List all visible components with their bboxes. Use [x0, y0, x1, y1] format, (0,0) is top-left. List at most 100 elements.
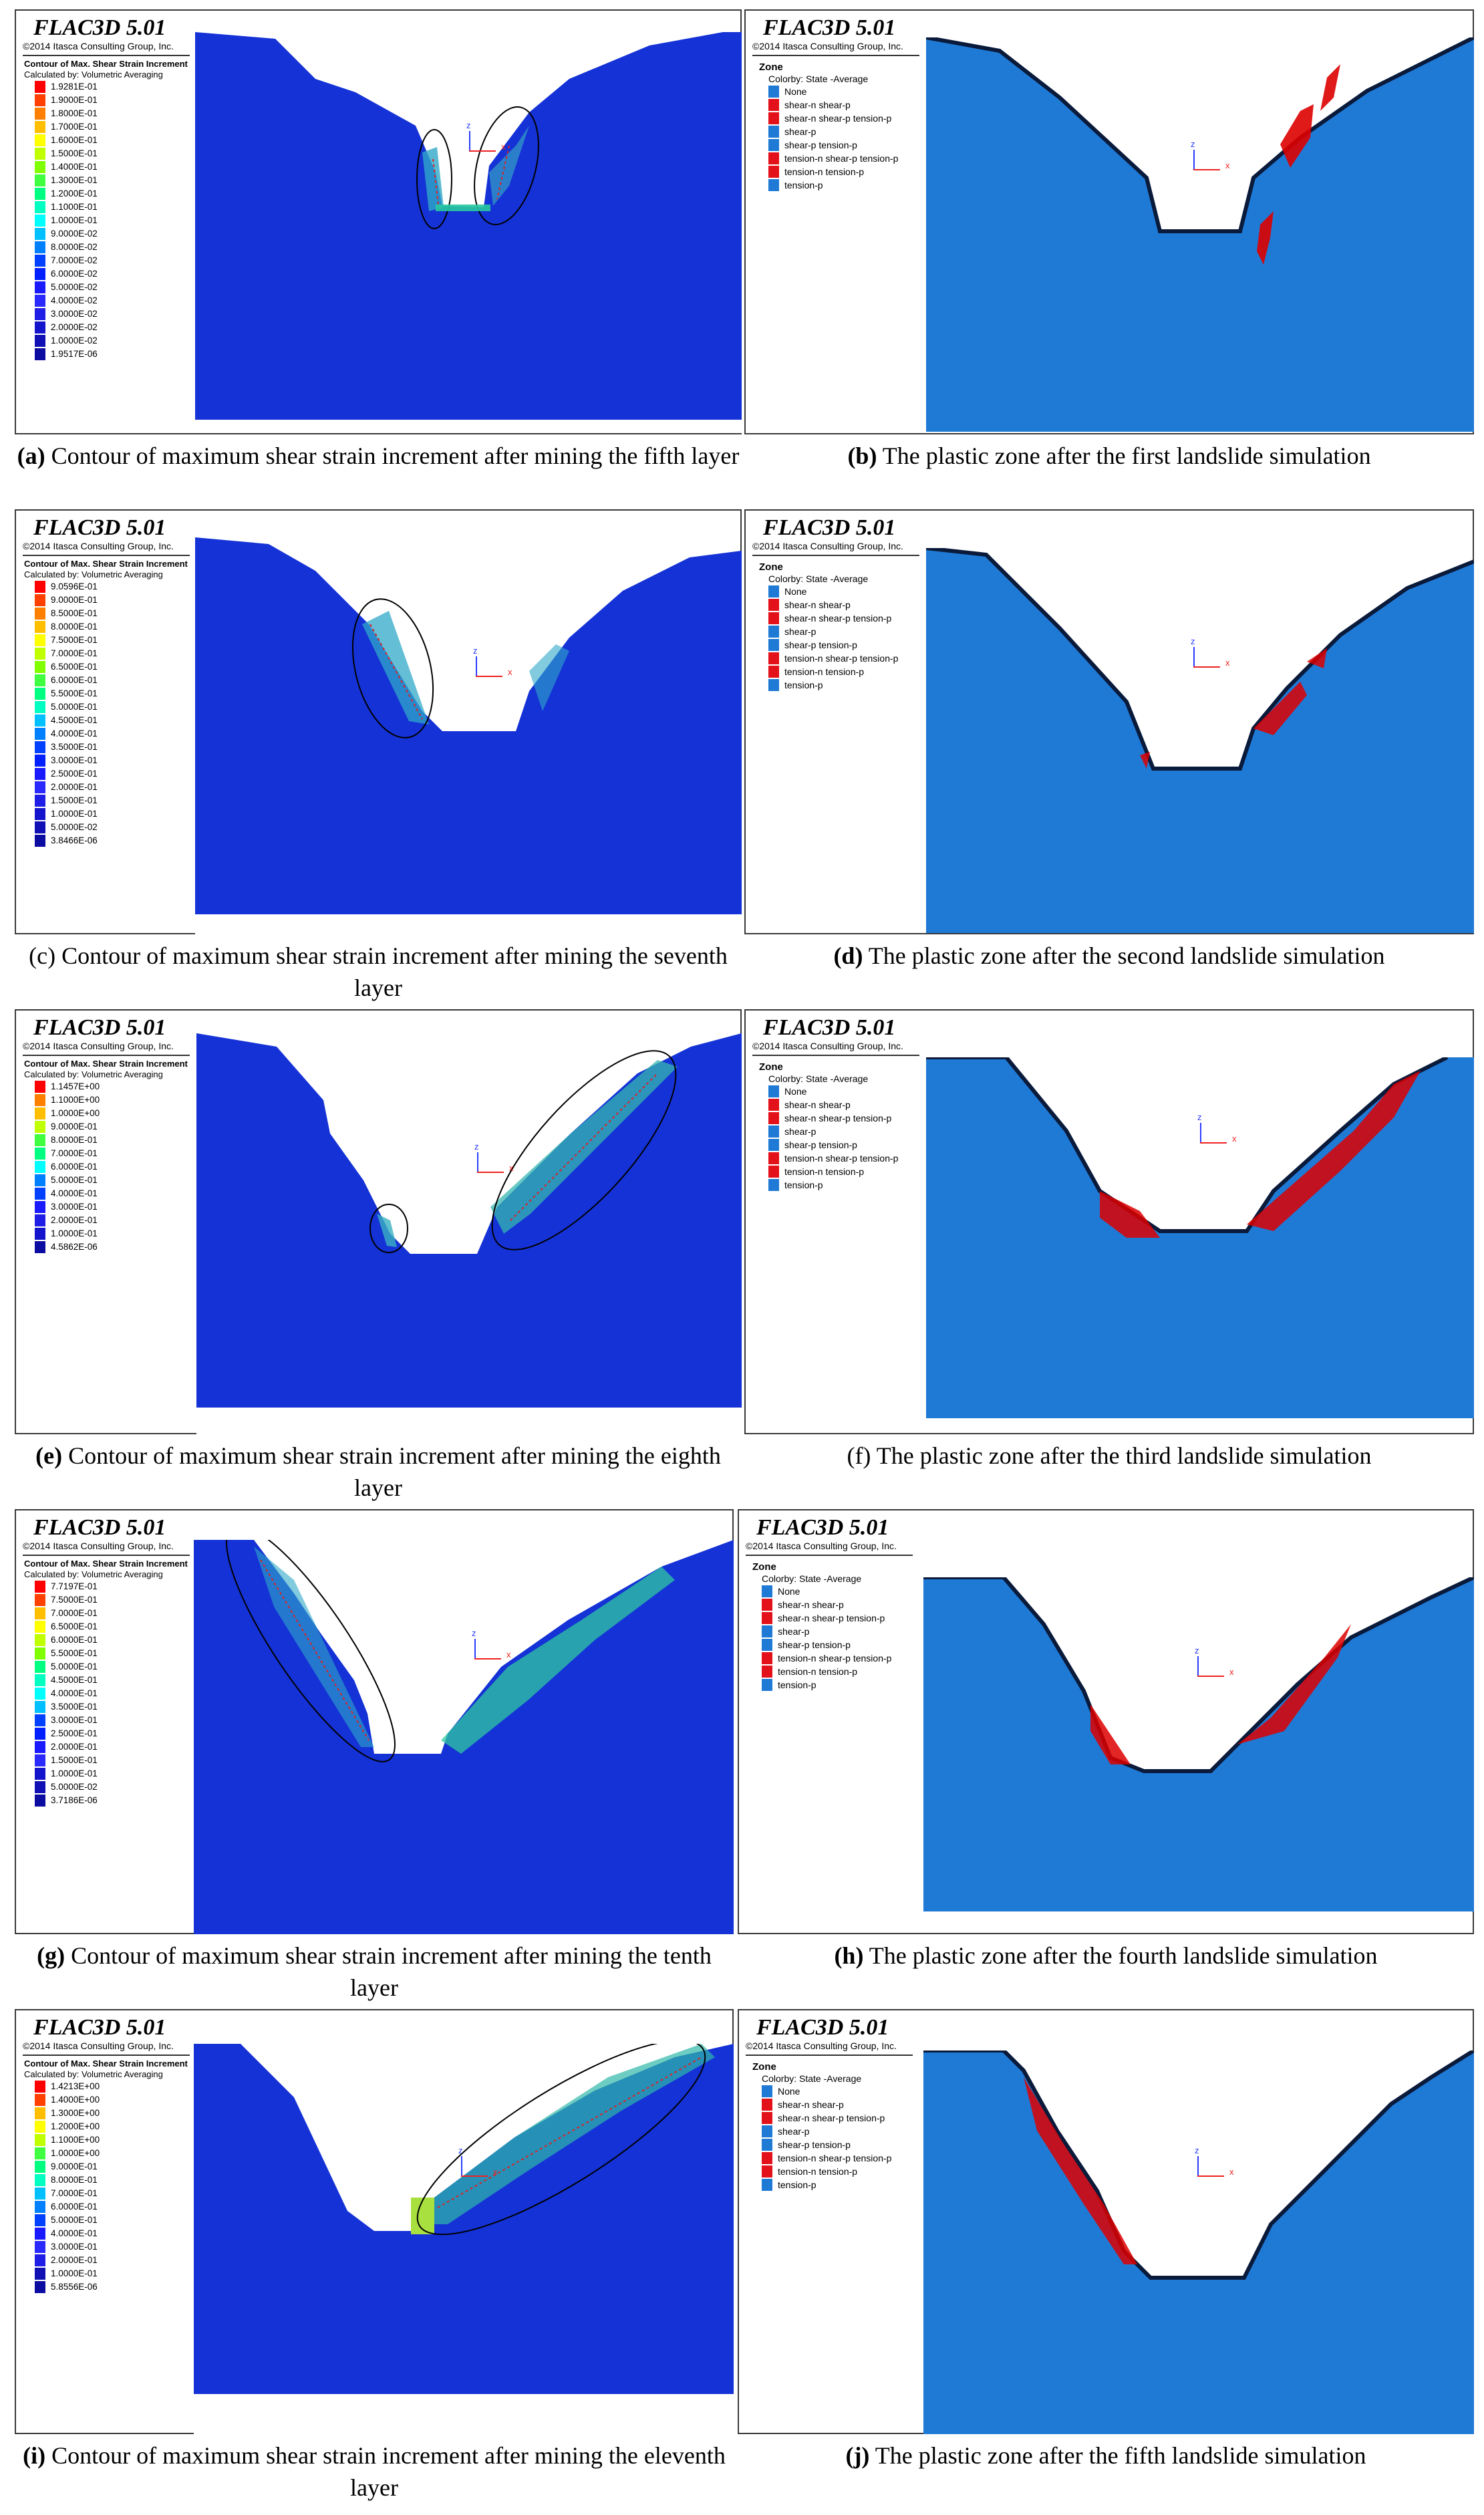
axis-z-label: z: [472, 1628, 476, 1638]
legend-value: 5.0000E-01: [51, 1662, 98, 1672]
zone-legend-row: tension-n shear-p tension-p: [768, 652, 922, 665]
legend-swatch: [35, 688, 45, 700]
legend-value: 1.9000E-01: [51, 95, 98, 105]
legend-row: 2.0000E-01: [35, 1740, 192, 1754]
zone-legend-row: tension-p: [768, 678, 922, 692]
legend-row: 4.0000E-02: [35, 294, 192, 307]
legend-swatch: [35, 821, 45, 833]
legend-row: 9.0000E-01: [35, 1120, 192, 1134]
zone-swatch: [768, 1112, 779, 1124]
legend-row: 7.7197E-01: [35, 1580, 192, 1593]
panel-a: FLAC3D 5.01 ©2014 Itasca Consulting Grou…: [15, 9, 742, 434]
zone-legend-rows: None shear-n shear-p shear-n shear-p tensi…: [750, 1085, 922, 1192]
zone-legend-title: Zone: [759, 61, 783, 73]
legend-row: 1.1000E+00: [35, 1093, 192, 1107]
zone-swatch: [768, 1166, 779, 1178]
legend-value: 2.0000E-01: [51, 1742, 98, 1752]
model-svg: [926, 37, 1474, 432]
axis-z-label: z: [466, 120, 471, 130]
legend-row: 3.0000E-01: [35, 1714, 192, 1727]
caption-g: (g) Contour of maximum shear strain incr…: [37, 1942, 712, 2001]
legend-value: 4.5000E-01: [51, 1675, 98, 1685]
zone-legend-row: shear-n shear-p tension-p: [768, 1111, 922, 1125]
legend-row: 1.1000E-01: [35, 201, 192, 214]
legend-row: 4.0000E-01: [35, 727, 192, 741]
panel-j: FLAC3D 5.01 ©2014 Itasca Consulting Grou…: [738, 2009, 1474, 2434]
legend-value: 9.0000E-01: [51, 2161, 98, 2171]
zone-swatch: [768, 666, 779, 678]
zone-state-label: shear-p tension-p: [778, 1639, 851, 1650]
zone-swatch: [768, 1179, 779, 1191]
zone-legend-row: shear-p tension-p: [768, 638, 922, 652]
legend-swatch: [35, 701, 45, 713]
zone-legend-title: Zone: [759, 561, 783, 573]
legend-swatch: [35, 2201, 45, 2213]
zone-state-label: shear-p: [784, 126, 817, 137]
zone-state-label: None: [778, 2086, 800, 2097]
legend-value: 1.7000E-01: [51, 122, 98, 132]
legend-value: 5.0000E-02: [51, 282, 98, 292]
zone-legend-row: shear-p tension-p: [768, 138, 922, 152]
zone-legend-row: tension-n tension-p: [768, 1165, 922, 1178]
zone-state-label: tension-n tension-p: [784, 1166, 865, 1177]
axis-x-label: x: [1229, 1667, 1234, 1677]
zone-state-label: shear-n shear-p: [778, 2099, 844, 2110]
zone-legend-subtitle: Colorby: State -Average: [768, 573, 869, 584]
zone-legend-rows: None shear-n shear-p shear-n shear-p tensi…: [743, 2085, 915, 2192]
legend-value: 5.8556E-06: [51, 2282, 98, 2292]
zone-state-label: tension-p: [778, 1680, 817, 1690]
legend-row: 1.9281E-01: [35, 80, 192, 94]
legend-value: 5.0000E-02: [51, 822, 98, 832]
zone-swatch: [762, 2179, 772, 2191]
axis-z-label: z: [1191, 636, 1195, 646]
zone-state-label: shear-n shear-p tension-p: [784, 613, 892, 624]
legend-swatch: [35, 1768, 45, 1780]
axis-x-label: x: [509, 1163, 514, 1173]
zone-legend-row: shear-n shear-p: [762, 2098, 915, 2111]
zone-legend-row: shear-n shear-p: [768, 1098, 922, 1111]
legend-row: 1.1457E+00: [35, 1080, 192, 1093]
legend-swatch: [35, 728, 45, 740]
zone-swatch: [768, 626, 779, 638]
strain-legend: FLAC3D 5.01 ©2014 Itasca Consulting Grou…: [16, 2010, 196, 2433]
legend-swatch: [35, 2147, 45, 2159]
legend-value: 9.0596E-01: [51, 581, 98, 591]
legend-swatch: [35, 1188, 45, 1200]
panel-b: FLAC3D 5.01 ©2014 Itasca Consulting Grou…: [744, 9, 1474, 434]
legend-swatch: [35, 661, 45, 673]
zone-swatch: [762, 2165, 772, 2177]
legend-row: 1.5000E-01: [35, 147, 192, 160]
caption-j: (j) The plastic zone after the fifth lan…: [845, 2442, 1366, 2469]
legend-row: 1.0000E-01: [35, 1767, 192, 1780]
legend-title: Contour of Max. Shear Strain Increment: [24, 559, 188, 569]
legend-value: 1.0000E-02: [51, 336, 98, 346]
legend-value: 1.0000E-01: [51, 215, 98, 225]
legend-swatch: [35, 174, 45, 186]
zone-legend: FLAC3D 5.01 ©2014 Itasca Consulting Grou…: [746, 11, 926, 433]
legend-row: 9.0596E-01: [35, 580, 192, 593]
zone-legend-row: shear-p tension-p: [762, 2138, 915, 2151]
legend-swatch: [35, 621, 45, 633]
legend-row: 1.0000E-01: [35, 214, 192, 227]
strain-legend: FLAC3D 5.01 ©2014 Itasca Consulting Grou…: [16, 1510, 196, 1933]
zone-state-label: shear-p tension-p: [778, 2139, 851, 2150]
legend-value: 3.0000E-01: [51, 1202, 98, 1212]
axis-x-label: x: [1225, 160, 1230, 170]
model-svg: [923, 2050, 1474, 2434]
legend-swatch: [35, 835, 45, 847]
legend-rows: 7.7197E-01 7.5000E-01 7.0000E-01 6.5000E-01…: [20, 1580, 192, 1807]
legend-row: 8.0000E-01: [35, 2173, 192, 2187]
legend-swatch: [35, 1621, 45, 1633]
legend-row: 5.0000E-01: [35, 700, 192, 714]
legend-swatch: [35, 1161, 45, 1173]
legend-row: 3.5000E-01: [35, 741, 192, 754]
caption-a: (a) Contour of maximum shear strain incr…: [17, 442, 740, 469]
legend-swatch: [35, 1634, 45, 1646]
legend-row: 1.3000E-01: [35, 174, 192, 187]
legend-swatch: [35, 808, 45, 820]
legend-value: 3.5000E-01: [51, 742, 98, 752]
zone-swatch: [768, 126, 779, 138]
strain-contour-plot: z x: [196, 1033, 742, 1434]
zone-legend-row: tension-p: [768, 1178, 922, 1192]
legend-swatch: [35, 241, 45, 253]
